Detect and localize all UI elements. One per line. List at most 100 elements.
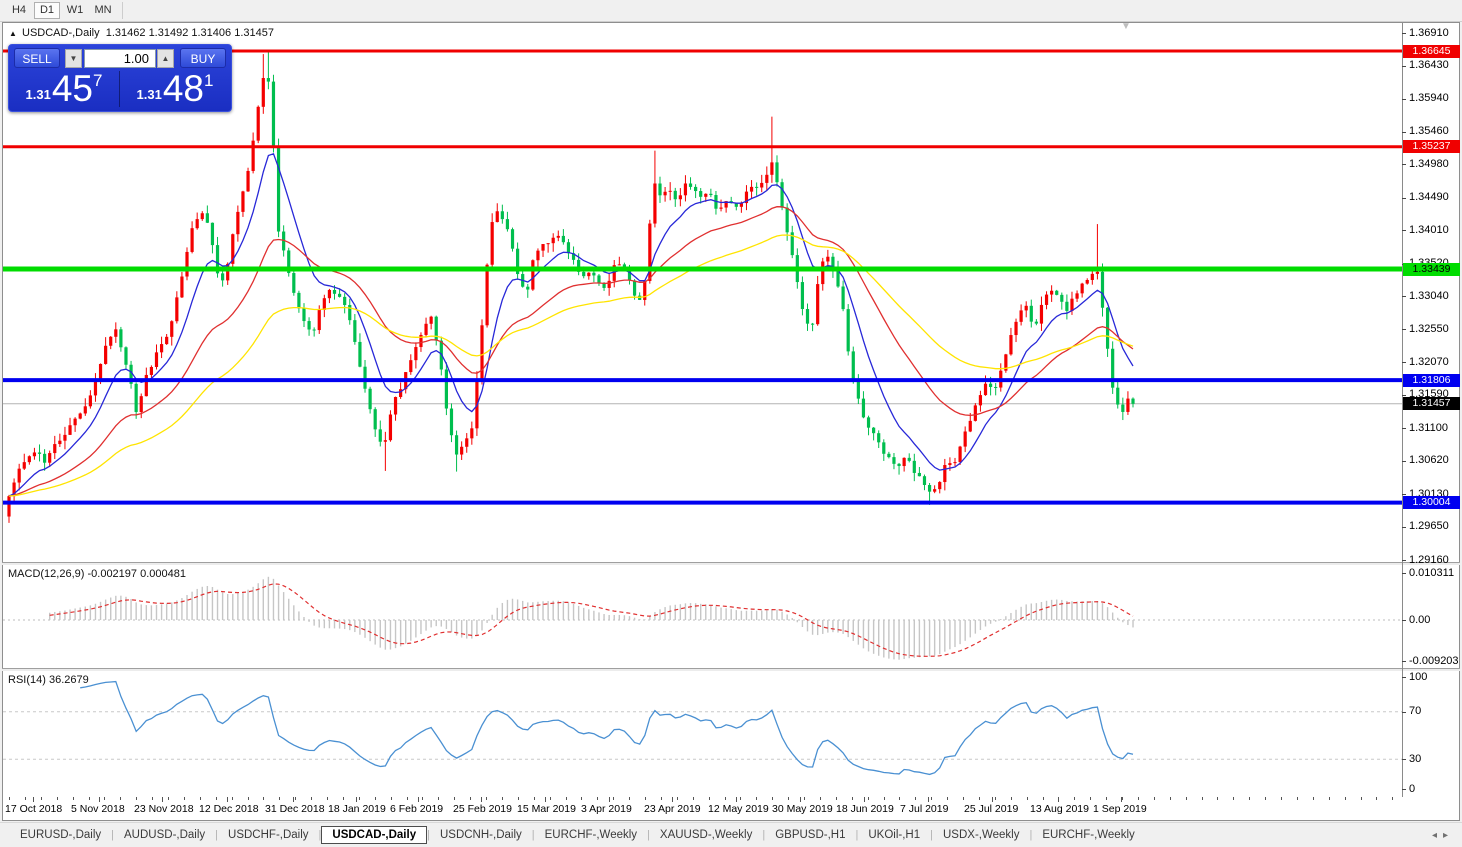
tab-usdchf-daily[interactable]: USDCHF-,Daily xyxy=(228,829,309,841)
candle-body xyxy=(470,428,474,439)
date-minor-tick xyxy=(1137,797,1139,800)
chart-shift-icon[interactable]: ▼ xyxy=(1121,21,1131,32)
timeframe-button-mn[interactable]: MN xyxy=(94,4,112,16)
tab-usdcnh-daily[interactable]: USDCNH-,Daily xyxy=(439,829,522,841)
date-major-tick xyxy=(356,797,357,802)
candle-body xyxy=(719,207,723,209)
candle-body xyxy=(119,329,123,348)
candle-body xyxy=(373,409,377,430)
candle-body xyxy=(388,414,393,441)
macd-pane-svg xyxy=(3,576,1402,660)
volume-input[interactable] xyxy=(84,49,156,68)
date-axis[interactable]: 17 Oct 2018 5 Nov 2018 23 Nov 2018 12 Dec 2… xyxy=(3,797,1402,820)
candle-body xyxy=(32,452,37,457)
tab-eurusd-daily[interactable]: EURUSD-,Daily xyxy=(20,829,102,841)
tab-gbpusd-h1[interactable]: GBPUSD-,H1 xyxy=(775,829,846,841)
candle-body xyxy=(317,309,321,331)
tab-usdx-weekly[interactable]: USDX-,Weekly xyxy=(943,829,1020,841)
date-minor-tick xyxy=(1376,797,1378,800)
candle-body xyxy=(607,280,611,288)
rsi-tick-label: 30 xyxy=(1409,752,1422,765)
candle-body xyxy=(1116,387,1120,405)
tab-ukoil-h1[interactable]: UKOil-,H1 xyxy=(868,829,921,841)
tab-eurchf-weekly[interactable]: EURCHF-,Weekly xyxy=(1042,829,1135,841)
tab-usdcad-daily[interactable]: USDCAD-,Daily xyxy=(321,826,428,844)
date-minor-tick xyxy=(597,797,599,800)
arrow-up-icon: ▲ xyxy=(161,54,170,63)
volume-decrease-button[interactable]: ▼ xyxy=(65,49,82,68)
pane-separator-rsi[interactable] xyxy=(2,668,1460,671)
level-badge-1.35237: 1.35237 xyxy=(1403,140,1460,154)
date-major-tick xyxy=(1058,797,1059,802)
date-minor-tick xyxy=(136,797,138,800)
volume-increase-button[interactable]: ▲ xyxy=(157,49,174,68)
candle-body xyxy=(53,444,57,454)
date-minor-tick xyxy=(1233,797,1235,800)
price-tick-mark xyxy=(1402,230,1406,232)
sell-button[interactable]: SELL xyxy=(14,48,60,68)
timeframe-button-h4[interactable]: H4 xyxy=(11,4,27,16)
candle-body xyxy=(897,463,901,467)
date-major-tick xyxy=(672,797,673,802)
date-minor-tick xyxy=(660,797,662,800)
candle-body xyxy=(1100,271,1105,308)
pane-separator-macd[interactable] xyxy=(2,562,1460,565)
price-tick-label: 1.29650 xyxy=(1409,520,1449,533)
candle-body xyxy=(175,297,179,322)
buy-button[interactable]: BUY xyxy=(180,48,226,68)
tab-eurchf-weekly[interactable]: EURCHF-,Weekly xyxy=(544,829,638,841)
date-minor-tick xyxy=(406,797,408,800)
candle-body xyxy=(673,190,677,200)
candle-body xyxy=(7,496,11,517)
price-tick-mark xyxy=(1402,65,1406,67)
date-minor-tick xyxy=(295,797,297,800)
tab-separator: | xyxy=(318,829,322,841)
candle-body xyxy=(617,264,621,266)
date-minor-tick xyxy=(374,797,376,800)
date-label: 6 Feb 2019 xyxy=(390,803,444,815)
date-major-tick xyxy=(545,797,546,802)
timeframe-button-w1[interactable]: W1 xyxy=(66,4,84,16)
date-minor-tick xyxy=(470,797,472,800)
date-minor-tick xyxy=(533,797,535,800)
candle-body xyxy=(963,431,967,447)
price-tick-label: 1.34010 xyxy=(1409,223,1449,236)
candle-body xyxy=(836,269,840,287)
candle-body xyxy=(449,408,454,436)
date-minor-tick xyxy=(247,797,249,800)
tab-scroll-left-icon[interactable]: ◂ xyxy=(1431,830,1443,841)
date-minor-tick xyxy=(835,797,837,800)
date-minor-tick xyxy=(1074,797,1076,800)
date-major-tick xyxy=(928,797,929,802)
candle-body xyxy=(699,191,703,197)
candle-body xyxy=(231,234,235,264)
collapse-panel-icon[interactable]: ▲ xyxy=(9,29,17,38)
tab-audusd-daily[interactable]: AUDUSD-,Daily xyxy=(124,829,206,841)
timeframe-button-d1[interactable]: D1 xyxy=(34,2,60,19)
date-minor-tick xyxy=(1122,797,1123,800)
date-minor-tick xyxy=(994,797,996,800)
candle-body xyxy=(556,235,560,238)
sell-price-sup: 7 xyxy=(93,71,103,90)
candle-body xyxy=(180,276,184,298)
candle-body xyxy=(159,344,164,353)
candle-body xyxy=(516,248,520,275)
candle-body xyxy=(170,321,174,337)
date-minor-tick xyxy=(740,797,742,800)
date-minor-tick xyxy=(613,797,615,800)
date-major-tick xyxy=(1121,797,1122,802)
date-major-tick xyxy=(992,797,993,802)
candle-body xyxy=(266,78,270,82)
price-tick-mark xyxy=(1402,131,1406,133)
candle-body xyxy=(755,186,759,188)
date-minor-tick xyxy=(692,797,694,800)
date-minor-tick xyxy=(327,797,328,800)
tab-xauusd-weekly[interactable]: XAUUSD-,Weekly xyxy=(659,829,753,841)
rsi-tick-mark xyxy=(1402,759,1406,761)
date-major-tick xyxy=(227,797,228,802)
tab-scroll-right-icon[interactable]: ▸ xyxy=(1442,830,1454,841)
candle-body xyxy=(500,211,504,220)
candle-body xyxy=(587,272,591,277)
candle-body xyxy=(343,296,347,306)
candle-body xyxy=(841,286,845,310)
